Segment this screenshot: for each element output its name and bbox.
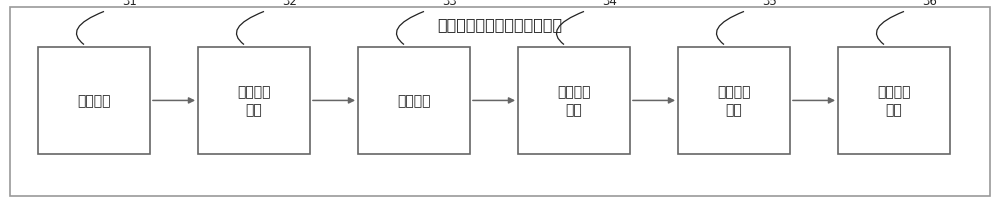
Bar bbox=[358, 47, 470, 154]
Text: 第一处理
模块: 第一处理 模块 bbox=[717, 85, 751, 117]
Text: 第二处理
模块: 第二处理 模块 bbox=[877, 85, 911, 117]
Text: 判断模块: 判断模块 bbox=[397, 94, 431, 108]
Text: 36: 36 bbox=[922, 0, 937, 8]
Text: 不同类型故障的统一检测装置: 不同类型故障的统一检测装置 bbox=[437, 18, 563, 32]
Text: 第二计算
模块: 第二计算 模块 bbox=[557, 85, 591, 117]
Bar bbox=[198, 47, 310, 154]
Bar bbox=[838, 47, 950, 154]
Text: 33: 33 bbox=[442, 0, 457, 8]
Text: 第一计算
模块: 第一计算 模块 bbox=[237, 85, 271, 117]
Text: 34: 34 bbox=[602, 0, 617, 8]
Bar bbox=[518, 47, 630, 154]
Text: 32: 32 bbox=[282, 0, 297, 8]
Text: 35: 35 bbox=[762, 0, 777, 8]
Text: 31: 31 bbox=[122, 0, 137, 8]
Text: 获取模块: 获取模块 bbox=[77, 94, 111, 108]
Bar bbox=[678, 47, 790, 154]
Bar bbox=[38, 47, 150, 154]
